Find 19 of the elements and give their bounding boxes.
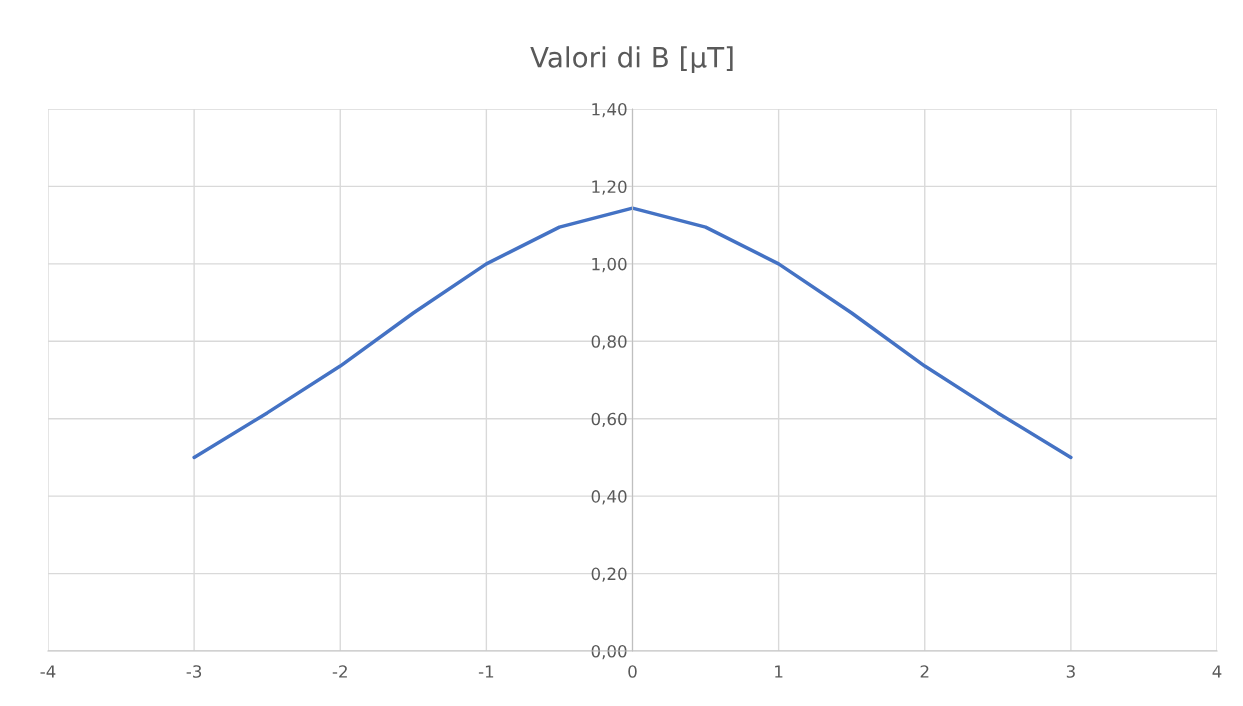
x-tick-label: -3 bbox=[186, 665, 202, 678]
y-tick-label: 1,00 bbox=[592, 257, 627, 273]
y-tick-label: 1,20 bbox=[592, 180, 627, 195]
x-tick-label: 2 bbox=[920, 665, 929, 678]
y-tick-label: 0,20 bbox=[591, 567, 627, 582]
x-tick-label: 0 bbox=[628, 665, 637, 678]
x-tick-label: -2 bbox=[332, 665, 347, 678]
y-tick-label: 0,80 bbox=[591, 335, 627, 350]
x-tick-label: 4 bbox=[1212, 665, 1222, 678]
x-tick-label: 1 bbox=[775, 665, 783, 678]
y-tick-label: 0,60 bbox=[591, 412, 627, 427]
y-tick-label: 0,40 bbox=[591, 490, 627, 505]
chart-title: Valori di B [µT] bbox=[530, 46, 733, 74]
y-tick-label: 0,00 bbox=[591, 644, 627, 660]
x-tick-label: 3 bbox=[1066, 665, 1075, 678]
y-tick-label: 1,40 bbox=[592, 102, 627, 118]
line-series bbox=[192, 206, 1073, 460]
x-tick-label: -4 bbox=[40, 665, 56, 678]
x-tick-label: -1 bbox=[478, 665, 494, 678]
